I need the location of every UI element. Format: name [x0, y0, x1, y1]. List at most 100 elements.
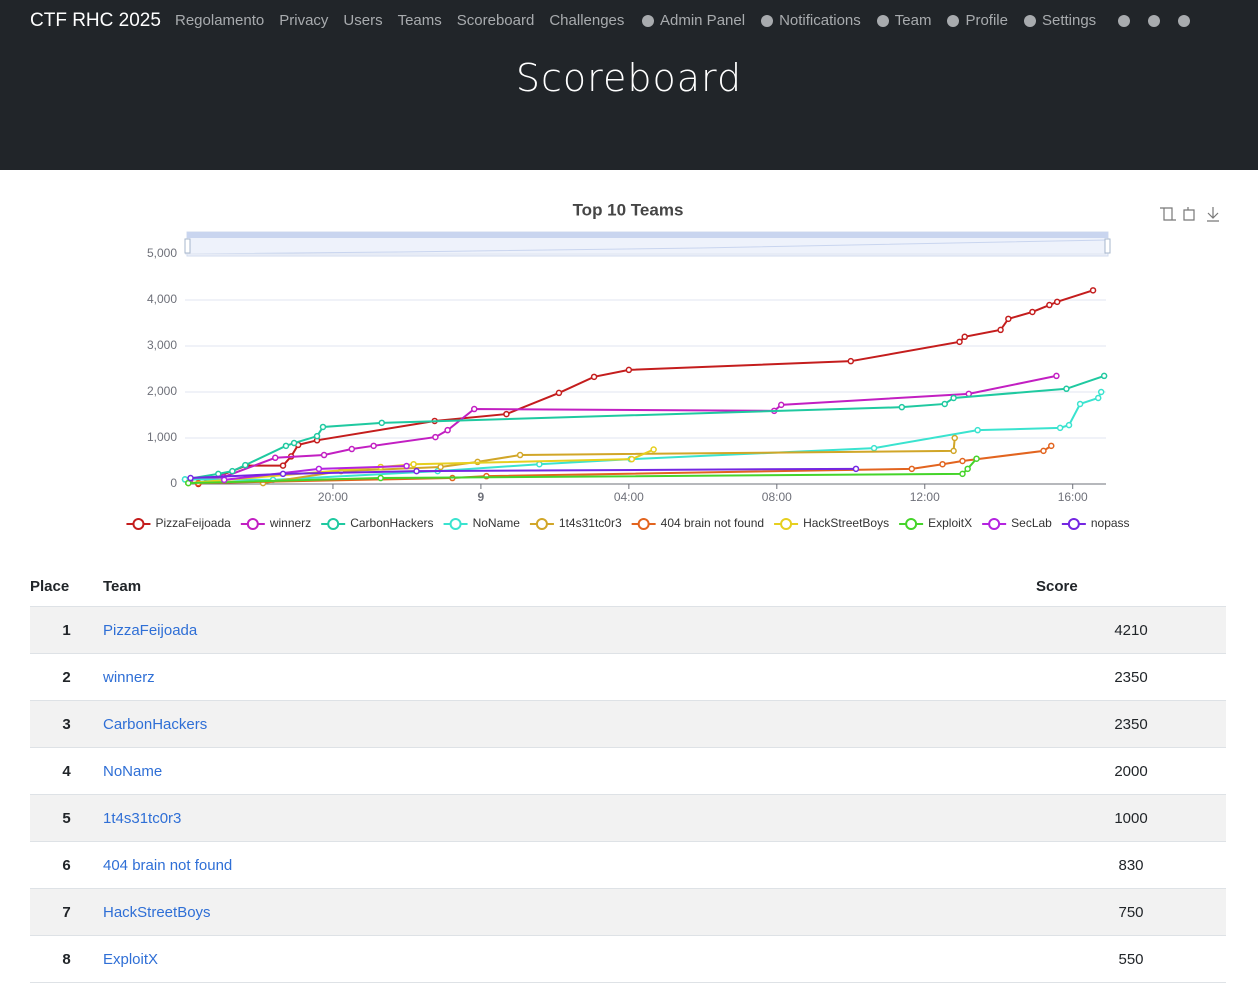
- data-point: [847, 357, 855, 365]
- legend-item[interactable]: NoName: [443, 516, 521, 530]
- legend-item[interactable]: HackStreetBoys: [774, 516, 889, 530]
- nav-icons[interactable]: [1116, 13, 1192, 29]
- x-tick-label: 04:00: [614, 490, 644, 504]
- nav-item[interactable]: Admin Panel: [640, 12, 745, 29]
- table-row: 8 ExploitX 550: [30, 935, 1226, 983]
- data-point: [272, 454, 279, 462]
- data-point: [1029, 308, 1036, 316]
- team-link[interactable]: winnerz: [103, 668, 155, 686]
- data-point: [964, 465, 971, 473]
- nav-label: Notifications: [779, 12, 861, 29]
- data-point: [536, 460, 543, 468]
- legend-marker: [132, 518, 145, 530]
- team-link[interactable]: ExploitX: [103, 950, 159, 968]
- nav-link[interactable]: Teams: [397, 12, 442, 29]
- icon: [1148, 14, 1161, 27]
- legend-item[interactable]: winnerz: [240, 516, 311, 530]
- data-point: [315, 465, 323, 473]
- nav-label: Team: [894, 12, 932, 29]
- data-point: [187, 474, 194, 482]
- nav-label: Admin Panel: [660, 12, 746, 29]
- data-point: [590, 373, 598, 381]
- nav-item[interactable]: Team: [875, 12, 932, 29]
- toolbox[interactable]: [1160, 207, 1219, 222]
- place: 2: [30, 653, 103, 701]
- legend-marker: [535, 518, 548, 530]
- icon: [1118, 14, 1131, 27]
- y-tick-label: 3,000: [147, 338, 177, 352]
- chart-title: Top 10 Teams: [573, 200, 684, 219]
- data-point: [950, 447, 957, 455]
- nav-link[interactable]: Challenges: [549, 12, 625, 29]
- legend-item[interactable]: CarbonHackers: [321, 516, 434, 530]
- data-point: [997, 326, 1004, 334]
- legend-item[interactable]: SecLab: [982, 516, 1052, 530]
- nav-left: Regolamento Privacy Users Teams Scoreboard Ch…: [175, 12, 624, 29]
- data-point: [1056, 424, 1064, 432]
- y-tick-label: 0: [170, 476, 177, 490]
- score: 2000: [1036, 747, 1226, 795]
- team-link[interactable]: NoName: [103, 762, 163, 780]
- series-line: [184, 391, 1103, 481]
- data-point: [898, 403, 906, 411]
- score: 750: [1036, 888, 1226, 936]
- legend-item[interactable]: ExploitX: [899, 516, 972, 530]
- nav-item[interactable]: Settings: [1022, 12, 1096, 29]
- legend-item[interactable]: 1t4s31tc0r3: [529, 516, 622, 530]
- place: 3: [30, 700, 103, 748]
- data-point: [628, 455, 636, 463]
- nav-link[interactable]: Scoreboard: [456, 12, 535, 29]
- data-point: [403, 462, 410, 470]
- score: 2350: [1036, 700, 1226, 748]
- legend-label: CarbonHackers: [350, 516, 433, 530]
- data-point: [1053, 372, 1060, 380]
- data-point: [279, 462, 287, 469]
- scoreboard-table: Place Team Score 1 PizzaFeijoada 4210 2 winn…: [30, 566, 1226, 983]
- team-link[interactable]: CarbonHackers: [103, 715, 208, 733]
- data-point: [965, 390, 973, 398]
- data-point: [432, 433, 439, 441]
- icon: [947, 14, 960, 27]
- data-point: [973, 455, 980, 462]
- nav-right: Admin Panel Notifications Team Profile Setti…: [640, 12, 1192, 29]
- team-link[interactable]: PizzaFeijoada: [103, 621, 198, 639]
- table-row: 6 404 brain not found 830: [30, 841, 1226, 889]
- data-point: [1094, 394, 1102, 402]
- legend-item[interactable]: nopass: [1061, 516, 1130, 530]
- legend-item[interactable]: 404 brain not found: [631, 516, 764, 530]
- brand[interactable]: CTF RHC 2025: [30, 10, 161, 31]
- data-point: [908, 465, 916, 473]
- nav-item[interactable]: Profile: [945, 12, 1008, 29]
- series: [187, 465, 860, 482]
- team-link[interactable]: 404 brain not found: [103, 856, 233, 874]
- nav-link[interactable]: Privacy: [279, 12, 329, 29]
- data-point: [320, 451, 328, 459]
- icon: [876, 14, 889, 27]
- data-point: [1040, 447, 1047, 455]
- data-point: [185, 479, 192, 487]
- series: [181, 388, 1105, 484]
- data-point: [377, 474, 384, 482]
- team-link[interactable]: 1t4s31tc0r3: [103, 809, 182, 827]
- data-point: [516, 451, 524, 459]
- data-point: [1005, 315, 1012, 323]
- nav-label: Profile: [965, 12, 1008, 29]
- nav-item[interactable]: Notifications: [759, 12, 861, 29]
- table-header: Place Team Score: [30, 566, 1226, 607]
- legend-marker: [449, 518, 462, 530]
- x-tick-label: 08:00: [762, 490, 792, 504]
- legend-item[interactable]: PizzaFeijoada: [126, 516, 231, 530]
- team-link[interactable]: HackStreetBoys: [103, 903, 211, 921]
- data-point: [852, 465, 860, 473]
- series: [195, 287, 1097, 488]
- y-tick-label: 2,000: [147, 384, 177, 398]
- data-point: [413, 467, 420, 475]
- data-point: [410, 460, 417, 468]
- legend-label: 404 brain not found: [661, 516, 764, 530]
- data-point: [348, 445, 356, 453]
- zoom-slider[interactable]: [184, 231, 1111, 257]
- nav-link[interactable]: Users: [343, 12, 383, 29]
- x-tick-label: 12:00: [910, 490, 940, 504]
- page-title: Scoreboard: [515, 56, 743, 100]
- nav-link[interactable]: Regolamento: [175, 12, 265, 29]
